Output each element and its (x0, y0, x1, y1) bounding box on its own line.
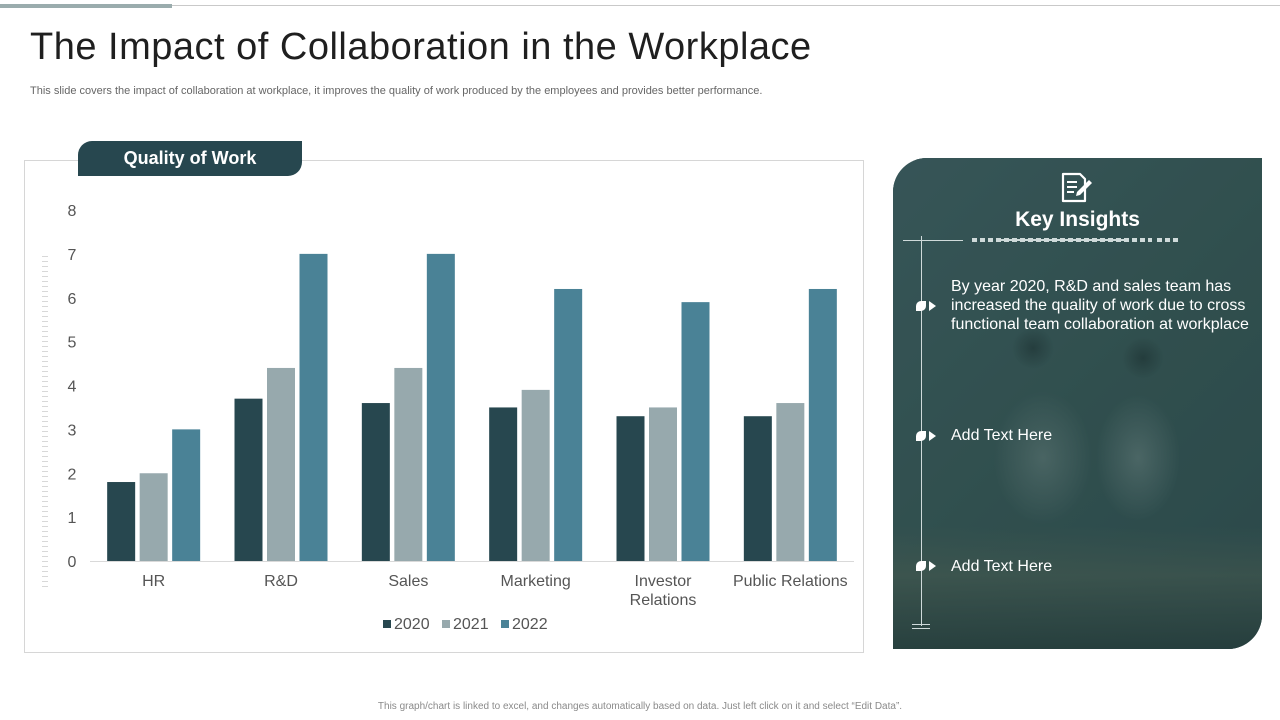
bar-2021-5 (776, 403, 805, 561)
legend-swatch-2021 (442, 620, 450, 628)
bar-2022-3 (554, 288, 583, 561)
bar-2021-2 (394, 367, 423, 561)
insight-text: By year 2020, R&D and sales team has inc… (951, 278, 1249, 333)
footer-note: This graph/chart is linked to excel, and… (377, 701, 903, 712)
x-tick-label: Investor Relations (630, 573, 697, 609)
insight-text: Add Text Here (951, 427, 1053, 444)
top-divider-line (0, 5, 1280, 6)
decorative-ruler (42, 256, 48, 591)
bullet-arrow-icon (916, 560, 936, 572)
bar-chart[interactable]: 0 1 2 3 4 5 6 7 8 HR R&D Sales Marketing Investor Rela… (24, 160, 862, 651)
legend-label-2021: 2021 (453, 616, 489, 633)
timeline-end-line (912, 624, 930, 625)
insight-text: Add Text Here (951, 558, 1053, 575)
top-accent-bar (0, 4, 172, 8)
y-tick-label: 6 (68, 291, 77, 308)
x-tick-label: R&D (264, 573, 298, 590)
bar-2022-4 (681, 302, 710, 561)
decorative-dashes (1157, 238, 1179, 242)
x-tick-label: Public Relations (733, 573, 848, 590)
y-tick-label: 8 (68, 203, 77, 220)
legend-swatch-2022 (501, 620, 509, 628)
legend-label-2022: 2022 (512, 616, 548, 633)
y-tick-label: 1 (68, 510, 77, 527)
bar-2021-3 (521, 389, 550, 561)
bar-2021-1 (267, 367, 295, 561)
x-tick-label: Marketing (501, 573, 571, 590)
decorative-dashes (972, 238, 1152, 242)
bar-2021-0 (139, 473, 168, 561)
slide-title: The Impact of Collaboration in the Workp… (30, 26, 812, 68)
bar-2022-2 (426, 253, 455, 561)
key-insights-title: Key Insights (1015, 208, 1140, 231)
legend-swatch-2020 (383, 620, 391, 628)
x-tick-label: HR (142, 573, 165, 590)
bar-2022-0 (172, 429, 201, 561)
bar-2020-3 (489, 407, 518, 561)
bar-2020-4 (616, 416, 645, 561)
bar-2020-0 (107, 482, 136, 561)
y-tick-label: 7 (68, 247, 77, 264)
divider-line (903, 240, 963, 241)
bar-2021-4 (649, 407, 677, 561)
y-tick-label: 4 (68, 379, 77, 396)
bar-2022-1 (299, 253, 328, 561)
y-tick-label: 0 (68, 554, 77, 571)
legend-label-2020: 2020 (394, 616, 430, 633)
y-tick-label: 3 (68, 422, 77, 439)
y-tick-label: 5 (68, 335, 77, 352)
bar-2020-1 (234, 398, 263, 561)
chart-title-tab: Quality of Work (78, 141, 302, 176)
bar-2022-5 (808, 288, 837, 561)
chart-title: Quality of Work (123, 148, 257, 168)
document-edit-icon (1061, 172, 1092, 203)
slide-subtitle: This slide covers the impact of collabor… (30, 85, 763, 97)
bar-2020-5 (743, 416, 772, 561)
bullet-arrow-icon (916, 430, 936, 442)
y-tick-label: 2 (68, 466, 77, 483)
bullet-arrow-icon (916, 300, 936, 312)
x-tick-label: Sales (388, 573, 428, 590)
timeline-end-line (912, 628, 930, 629)
key-insights-panel: Key Insights By year 2020, R&D and sales… (893, 158, 1262, 649)
bar-2020-2 (361, 403, 390, 561)
